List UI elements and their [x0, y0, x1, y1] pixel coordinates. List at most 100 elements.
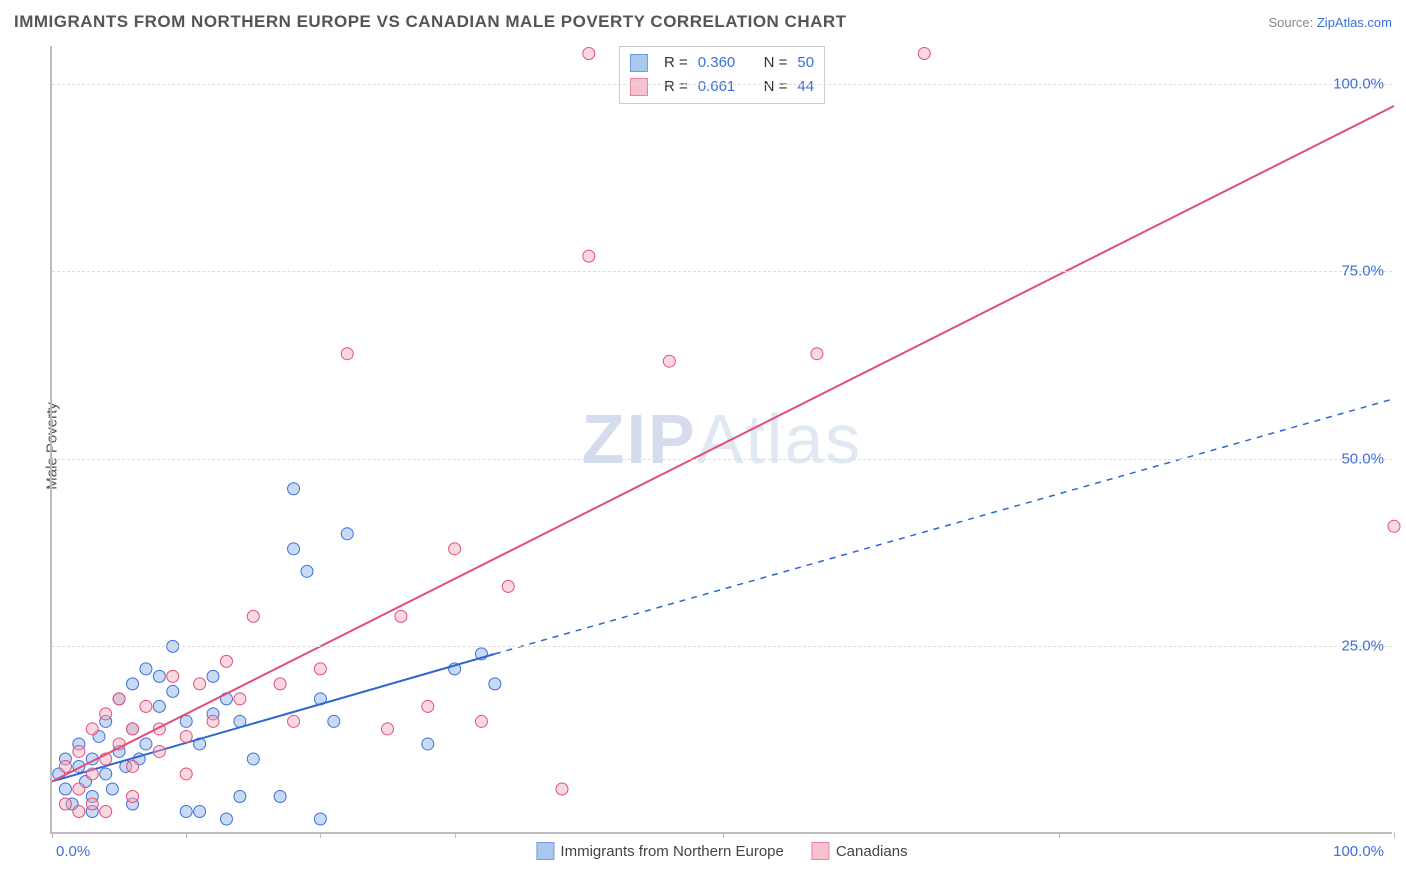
scatter-point [220, 813, 232, 825]
scatter-point [811, 348, 823, 360]
scatter-point [234, 693, 246, 705]
scatter-point [341, 348, 353, 360]
trend-line-dashed [495, 399, 1394, 654]
scatter-point [207, 670, 219, 682]
x-axis-max-label: 100.0% [1333, 843, 1384, 860]
scatter-point [382, 723, 394, 735]
scatter-point [341, 528, 353, 540]
x-tick [723, 832, 724, 838]
scatter-point [502, 580, 514, 592]
scatter-point [301, 565, 313, 577]
scatter-point [274, 790, 286, 802]
y-tick-label: 75.0% [1341, 263, 1384, 280]
scatter-point [140, 663, 152, 675]
scatter-point [180, 715, 192, 727]
plot-area: ZIPAtlas R =0.360 N =50R =0.661 N =44 Im… [50, 46, 1392, 834]
stats-legend: R = 0.360 N = 50 R = 0.661 N = 44 [619, 46, 825, 104]
n-label: N = [764, 75, 788, 99]
plot-svg [52, 46, 1392, 832]
scatter-point [167, 685, 179, 697]
scatter-point [449, 543, 461, 555]
scatter-point [207, 715, 219, 727]
scatter-point [140, 738, 152, 750]
gridline-horizontal [52, 84, 1392, 85]
scatter-point [59, 798, 71, 810]
scatter-point [234, 790, 246, 802]
r-label: R = [664, 75, 688, 99]
scatter-point [583, 250, 595, 262]
scatter-point [288, 543, 300, 555]
scatter-point [73, 805, 85, 817]
scatter-point [59, 783, 71, 795]
x-tick [320, 832, 321, 838]
source-link[interactable]: ZipAtlas.com [1317, 15, 1392, 30]
gridline-horizontal [52, 271, 1392, 272]
scatter-point [86, 723, 98, 735]
scatter-point [73, 745, 85, 757]
scatter-point [153, 745, 165, 757]
legend-swatch [812, 842, 830, 860]
r-value: 0.360 [698, 51, 736, 75]
scatter-point [247, 610, 259, 622]
x-axis-min-label: 0.0% [56, 843, 90, 860]
scatter-point [180, 768, 192, 780]
scatter-point [86, 768, 98, 780]
x-tick [1059, 832, 1060, 838]
scatter-point [328, 715, 340, 727]
scatter-point [127, 723, 139, 735]
scatter-point [274, 678, 286, 690]
n-value: 50 [797, 51, 814, 75]
source-attribution: Source: ZipAtlas.com [1268, 15, 1392, 30]
scatter-point [113, 693, 125, 705]
trend-line [52, 106, 1394, 781]
scatter-point [73, 783, 85, 795]
scatter-point [153, 670, 165, 682]
header: IMMIGRANTS FROM NORTHERN EUROPE VS CANAD… [14, 12, 1392, 32]
x-tick [52, 832, 53, 838]
scatter-point [140, 700, 152, 712]
scatter-point [167, 670, 179, 682]
scatter-point [489, 678, 501, 690]
legend-item: Immigrants from Northern Europe [536, 842, 783, 860]
n-label: N = [764, 51, 788, 75]
scatter-point [422, 738, 434, 750]
chart-title: IMMIGRANTS FROM NORTHERN EUROPE VS CANAD… [14, 12, 847, 32]
scatter-point [475, 715, 487, 727]
scatter-point [918, 48, 930, 60]
scatter-point [1388, 520, 1400, 532]
y-tick-label: 100.0% [1333, 75, 1384, 92]
legend-swatch [536, 842, 554, 860]
source-prefix: Source: [1268, 15, 1316, 30]
x-tick [455, 832, 456, 838]
scatter-point [583, 48, 595, 60]
gridline-horizontal [52, 646, 1392, 647]
trend-line [52, 654, 495, 782]
legend-item: Canadians [812, 842, 908, 860]
stats-legend-row: R = 0.661 N = 44 [630, 75, 814, 99]
stats-legend-row: R = 0.360 N = 50 [630, 51, 814, 75]
scatter-point [100, 708, 112, 720]
scatter-point [100, 805, 112, 817]
x-tick [186, 832, 187, 838]
scatter-point [59, 760, 71, 772]
scatter-point [86, 798, 98, 810]
scatter-point [194, 678, 206, 690]
legend-swatch [630, 78, 648, 96]
scatter-point [220, 655, 232, 667]
scatter-point [663, 355, 675, 367]
r-label: R = [664, 51, 688, 75]
scatter-point [194, 805, 206, 817]
scatter-point [314, 813, 326, 825]
n-value: 44 [797, 75, 814, 99]
series-legend: Immigrants from Northern Europe Canadians [536, 842, 907, 860]
legend-swatch [630, 54, 648, 72]
scatter-point [314, 663, 326, 675]
scatter-point [127, 790, 139, 802]
r-value: 0.661 [698, 75, 736, 99]
scatter-point [288, 715, 300, 727]
scatter-point [395, 610, 407, 622]
x-tick [1394, 832, 1395, 838]
scatter-point [422, 700, 434, 712]
scatter-point [247, 753, 259, 765]
y-tick-label: 25.0% [1341, 638, 1384, 655]
